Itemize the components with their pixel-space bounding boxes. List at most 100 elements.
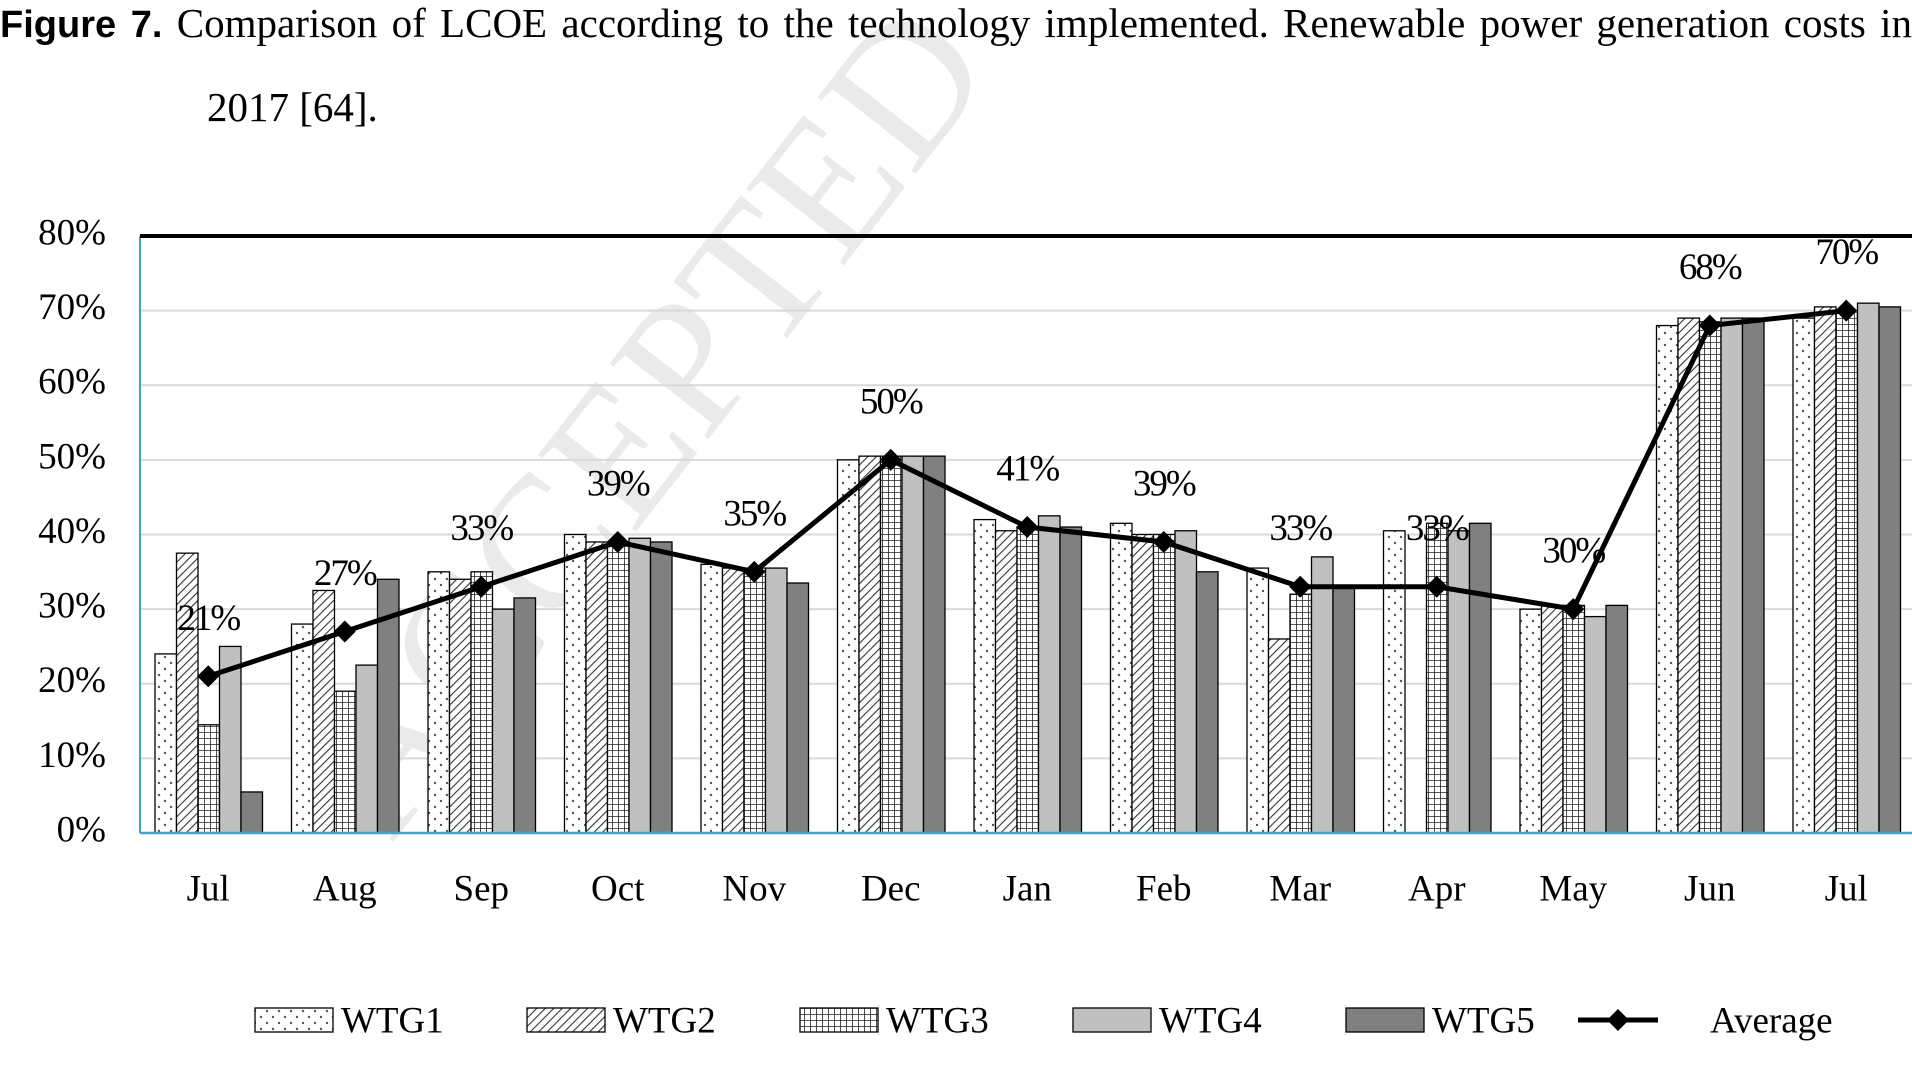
data-label: 39% [587, 463, 650, 504]
bar [1540, 604, 1564, 834]
bar [1109, 522, 1133, 834]
bar [858, 455, 882, 834]
bar [1267, 638, 1291, 834]
bar [470, 571, 494, 834]
bar [1289, 593, 1313, 834]
y-tick-label: 20% [38, 660, 106, 701]
x-tick-label: Mar [1269, 868, 1331, 909]
bar [1195, 571, 1219, 834]
bar [1677, 317, 1701, 834]
data-label: 35% [723, 493, 786, 534]
bar [175, 552, 199, 834]
bar [1037, 515, 1061, 834]
bar [879, 455, 903, 834]
bar [585, 541, 609, 834]
legend-swatch [526, 1007, 606, 1033]
bar [922, 455, 946, 834]
bar [1174, 530, 1198, 834]
data-label: 68% [1679, 247, 1742, 288]
marker [1698, 314, 1721, 337]
bar [1878, 306, 1902, 834]
bar [1059, 526, 1083, 834]
bar [1246, 567, 1270, 834]
y-tick-label: 0% [57, 809, 106, 850]
marker [1562, 598, 1585, 621]
legend-swatch [799, 1007, 879, 1033]
bar [1016, 526, 1040, 834]
x-tick-label: Jun [1684, 868, 1735, 909]
bar [513, 597, 537, 834]
data-label: 33% [450, 508, 513, 549]
bar [1698, 321, 1722, 834]
legend-label: WTG2 [613, 1000, 716, 1041]
x-tick-label: Dec [861, 868, 921, 909]
bar [197, 724, 221, 834]
data-label: 33% [1269, 508, 1332, 549]
x-tick-label: Jul [1825, 868, 1868, 909]
bar [628, 537, 652, 834]
x-tick-label: Aug [313, 868, 377, 909]
data-label: 30% [1542, 531, 1605, 572]
y-tick-label: 10% [38, 735, 106, 776]
bar [1310, 556, 1334, 834]
bar [1382, 530, 1406, 834]
bar [1720, 317, 1744, 834]
data-label: 33% [1406, 508, 1469, 549]
x-tick-label: Oct [591, 868, 645, 909]
bar [1332, 586, 1356, 834]
bar [764, 567, 788, 834]
legend-label: WTG4 [1159, 1000, 1262, 1041]
marker [1289, 575, 1312, 598]
bar [786, 582, 810, 834]
bar [721, 567, 745, 834]
bar [218, 645, 242, 834]
bar [994, 530, 1018, 834]
marker [470, 575, 493, 598]
data-label: 39% [1133, 463, 1196, 504]
caption-text: Comparison of LCOE according to the tech… [176, 0, 1912, 130]
bar [563, 533, 587, 834]
data-label: 27% [314, 553, 377, 594]
legend-label: Average [1710, 1000, 1833, 1041]
bar [1447, 530, 1471, 834]
bar [1605, 604, 1629, 834]
bar [606, 541, 630, 834]
bar [1131, 533, 1155, 834]
bar [1835, 309, 1859, 834]
data-label: 70% [1815, 232, 1878, 273]
legend-swatch [1345, 1007, 1425, 1033]
bar [1468, 522, 1492, 834]
marker [1425, 575, 1448, 598]
bar [491, 608, 515, 834]
legend-marker [1607, 1009, 1629, 1031]
bar [700, 563, 724, 834]
legend-label: WTG3 [886, 1000, 989, 1041]
marker [879, 448, 902, 471]
marker [606, 530, 629, 553]
bar [649, 541, 673, 834]
bar [1519, 608, 1543, 834]
x-tick-label: Jan [1003, 868, 1052, 909]
y-tick-label: 60% [38, 362, 106, 403]
x-tick-label: Apr [1408, 868, 1466, 909]
bar [355, 664, 379, 834]
legend-swatch [254, 1007, 334, 1033]
y-tick-label: 50% [38, 436, 106, 477]
data-label: 41% [996, 449, 1059, 490]
bar [240, 791, 264, 834]
x-tick-label: May [1539, 868, 1607, 909]
bar [333, 690, 357, 834]
bar [901, 455, 925, 834]
bar [427, 571, 451, 834]
x-tick-label: Feb [1136, 868, 1192, 909]
marker [197, 665, 220, 688]
bar [448, 578, 472, 834]
data-label: 21% [177, 598, 240, 639]
x-tick-label: Nov [722, 868, 786, 909]
marker [1016, 516, 1039, 539]
bar [290, 623, 314, 834]
caption: Figure 7. Comparison of LCOE according t… [0, 0, 1912, 148]
marker [1152, 530, 1175, 553]
bar [1562, 604, 1586, 834]
